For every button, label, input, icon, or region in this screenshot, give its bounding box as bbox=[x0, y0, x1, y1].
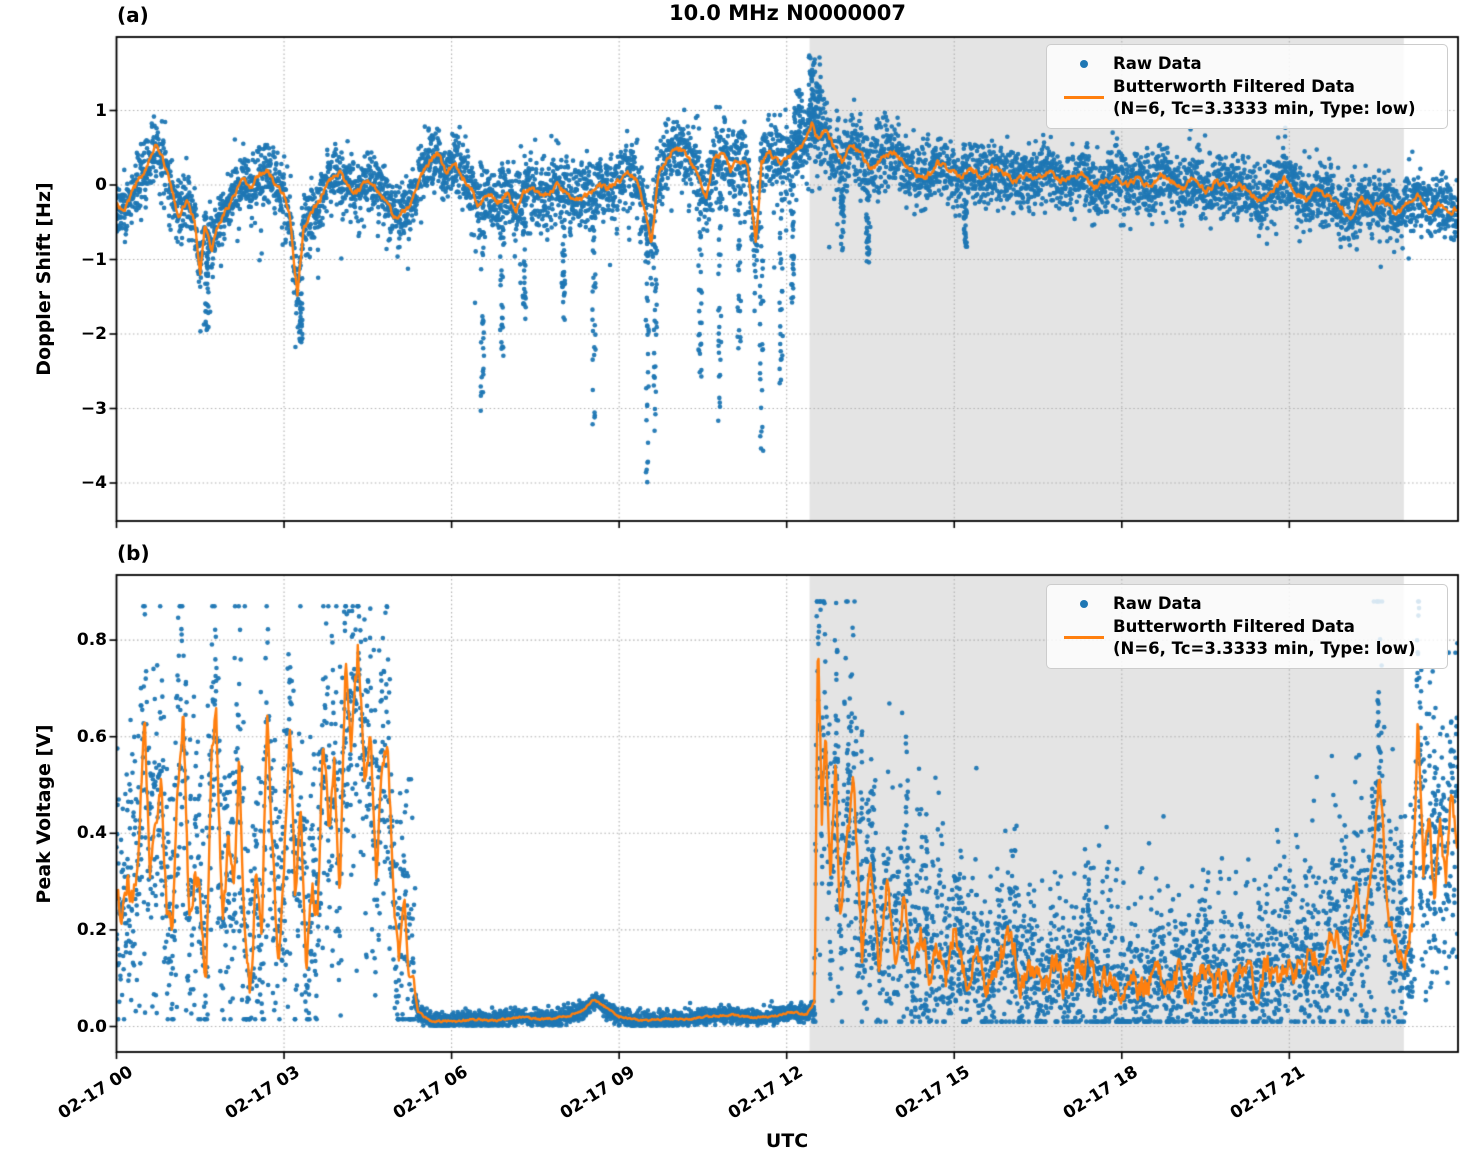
legend-raw-label: Raw Data bbox=[1113, 594, 1202, 613]
y-tick-label: 1 bbox=[95, 100, 107, 121]
y-tick-label: −4 bbox=[80, 473, 107, 493]
legend-filtered-params: (N=6, Tc=3.3333 min, Type: low) bbox=[1113, 638, 1416, 658]
y-tick-label: 0.2 bbox=[76, 919, 107, 940]
legend-raw-label: Raw Data bbox=[1113, 54, 1202, 73]
y-tick-label: −2 bbox=[80, 324, 107, 344]
y-tick-label: 0.4 bbox=[76, 823, 107, 844]
legend-row-raw: Raw Data bbox=[1055, 53, 1437, 75]
legend-raw-marker-icon bbox=[1080, 599, 1088, 608]
y-axis-label-b: Peak Voltage [V] bbox=[33, 724, 55, 904]
legend-filtered-params: (N=6, Tc=3.3333 min, Type: low) bbox=[1113, 98, 1416, 118]
legend-row-raw: Raw Data bbox=[1055, 593, 1437, 615]
y-tick-label: −3 bbox=[80, 398, 107, 419]
y-axis-label-a: Doppler Shift [Hz] bbox=[33, 182, 55, 376]
y-tick-label: 0 bbox=[95, 175, 107, 195]
legend-row-filtered: Butterworth Filtered Data (N=6, Tc=3.333… bbox=[1055, 616, 1437, 660]
figure-title: 10.0 MHz N0000007 bbox=[669, 1, 906, 25]
legend-b: Raw Data Butterworth Filtered Data (N=6,… bbox=[1046, 584, 1448, 670]
legend-filtered-label: Butterworth Filtered Data bbox=[1113, 616, 1355, 636]
legend-line-marker-icon bbox=[1064, 96, 1104, 100]
y-tick-label: −1 bbox=[80, 249, 107, 270]
y-tick-label: 0.6 bbox=[76, 726, 107, 747]
y-tick-label: 0.0 bbox=[76, 1016, 107, 1037]
legend-a: Raw Data Butterworth Filtered Data (N=6,… bbox=[1046, 44, 1448, 130]
legend-line-marker-icon bbox=[1064, 636, 1104, 640]
legend-raw-marker-icon bbox=[1080, 59, 1088, 68]
panel-a-label: (a) bbox=[117, 3, 149, 27]
y-tick-label: 0.8 bbox=[76, 630, 107, 651]
legend-filtered-label: Butterworth Filtered Data bbox=[1113, 76, 1355, 96]
panel-b-label: (b) bbox=[117, 541, 150, 565]
x-axis-label: UTC bbox=[765, 1130, 809, 1152]
legend-row-filtered: Butterworth Filtered Data (N=6, Tc=3.333… bbox=[1055, 76, 1437, 120]
